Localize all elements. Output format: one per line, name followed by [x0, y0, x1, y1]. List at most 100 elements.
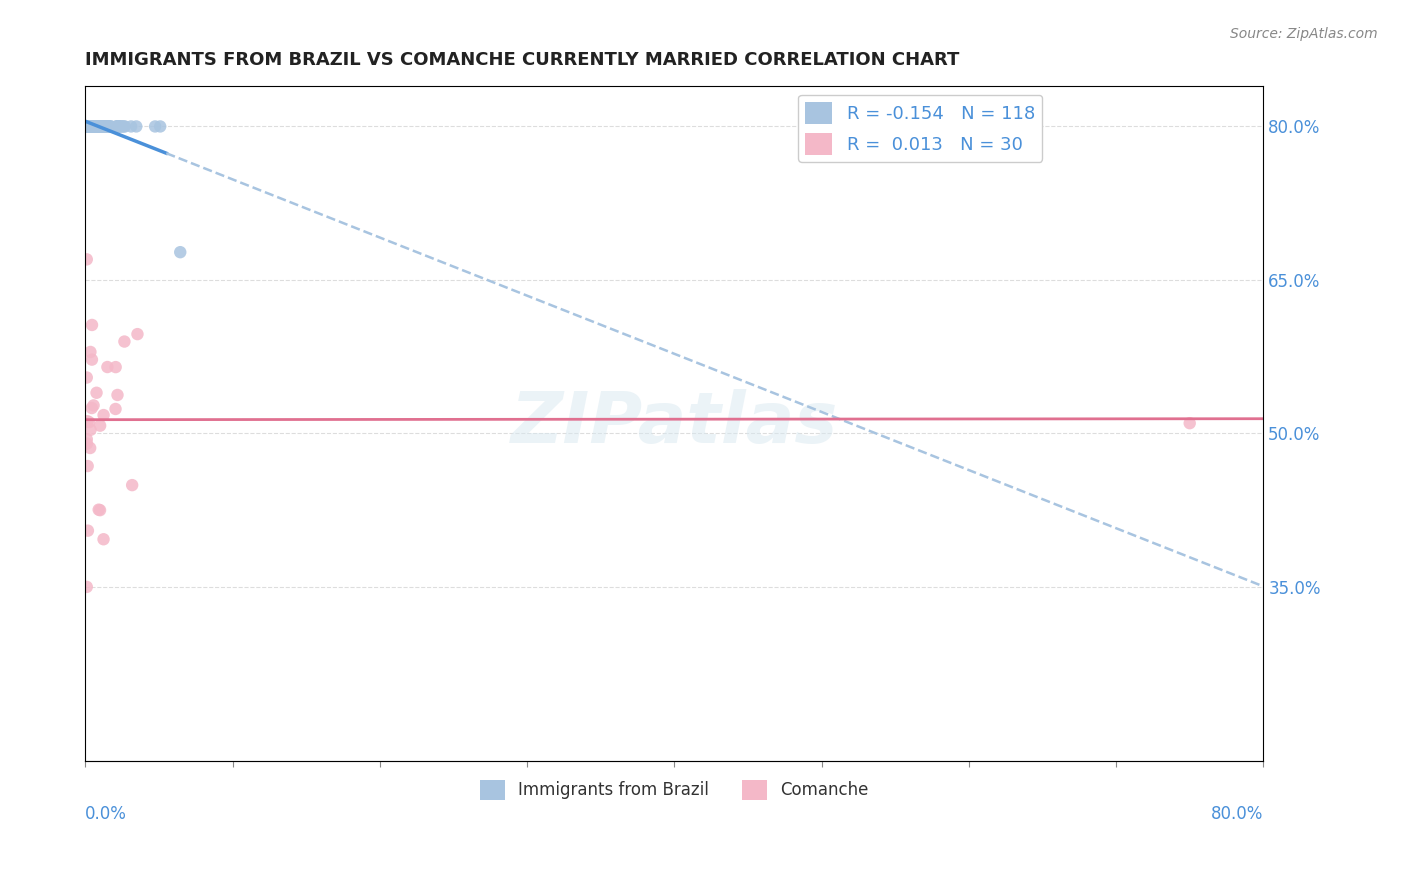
Immigrants from Brazil: [77, 120, 100, 134]
Immigrants from Brazil: [76, 120, 98, 134]
Immigrants from Brazil: [83, 120, 105, 134]
Immigrants from Brazil: [80, 120, 103, 134]
Immigrants from Brazil: [90, 120, 112, 134]
Legend: Immigrants from Brazil, Comanche: Immigrants from Brazil, Comanche: [472, 772, 876, 806]
Comanche: [76, 370, 98, 384]
Immigrants from Brazil: [76, 120, 98, 134]
Immigrants from Brazil: [97, 120, 120, 134]
Immigrants from Brazil: [96, 120, 118, 134]
Immigrants from Brazil: [87, 120, 110, 134]
Immigrants from Brazil: [82, 120, 104, 134]
Immigrants from Brazil: [80, 120, 103, 134]
Immigrants from Brazil: [89, 120, 111, 134]
Immigrants from Brazil: [80, 120, 103, 134]
Immigrants from Brazil: [91, 120, 114, 134]
Immigrants from Brazil: [114, 120, 136, 134]
Immigrants from Brazil: [79, 120, 101, 134]
Immigrants from Brazil: [80, 120, 103, 134]
Immigrants from Brazil: [80, 120, 103, 134]
Immigrants from Brazil: [110, 120, 132, 134]
Immigrants from Brazil: [77, 120, 100, 134]
Immigrants from Brazil: [82, 120, 104, 134]
Immigrants from Brazil: [125, 120, 148, 134]
Immigrants from Brazil: [94, 120, 117, 134]
Immigrants from Brazil: [89, 120, 111, 134]
Immigrants from Brazil: [91, 120, 114, 134]
Immigrants from Brazil: [83, 120, 105, 134]
Immigrants from Brazil: [111, 120, 134, 134]
Comanche: [76, 436, 98, 450]
Immigrants from Brazil: [79, 120, 101, 134]
Immigrants from Brazil: [82, 120, 104, 134]
Comanche: [87, 502, 110, 516]
Immigrants from Brazil: [76, 120, 98, 134]
Immigrants from Brazil: [107, 120, 129, 134]
Immigrants from Brazil: [86, 120, 108, 134]
Text: 0.0%: 0.0%: [86, 805, 127, 822]
Immigrants from Brazil: [91, 120, 114, 134]
Immigrants from Brazil: [94, 120, 117, 134]
Immigrants from Brazil: [89, 120, 111, 134]
Immigrants from Brazil: [94, 120, 117, 134]
Immigrants from Brazil: [76, 120, 98, 134]
Immigrants from Brazil: [84, 120, 107, 134]
Immigrants from Brazil: [83, 120, 105, 134]
Comanche: [89, 503, 111, 517]
Immigrants from Brazil: [82, 120, 104, 134]
Immigrants from Brazil: [96, 120, 118, 134]
Comanche: [89, 418, 111, 433]
Comanche: [80, 352, 103, 367]
Immigrants from Brazil: [83, 120, 105, 134]
Immigrants from Brazil: [107, 120, 129, 134]
Immigrants from Brazil: [93, 120, 115, 134]
Comanche: [93, 408, 115, 422]
Immigrants from Brazil: [83, 120, 105, 134]
Comanche: [107, 388, 129, 402]
Immigrants from Brazil: [100, 120, 122, 134]
Immigrants from Brazil: [112, 120, 135, 134]
Comanche: [93, 533, 115, 547]
Immigrants from Brazil: [80, 120, 103, 134]
Immigrants from Brazil: [97, 120, 120, 134]
Immigrants from Brazil: [143, 120, 166, 134]
Immigrants from Brazil: [83, 120, 105, 134]
Immigrants from Brazil: [77, 120, 100, 134]
Immigrants from Brazil: [89, 120, 111, 134]
Immigrants from Brazil: [105, 120, 128, 134]
Comanche: [127, 327, 149, 342]
Immigrants from Brazil: [91, 120, 114, 134]
Comanche: [76, 252, 98, 267]
Immigrants from Brazil: [97, 120, 120, 134]
Comanche: [83, 399, 105, 413]
Immigrants from Brazil: [94, 120, 117, 134]
Immigrants from Brazil: [90, 120, 112, 134]
Immigrants from Brazil: [83, 120, 105, 134]
Immigrants from Brazil: [82, 120, 104, 134]
Immigrants from Brazil: [97, 120, 120, 134]
Immigrants from Brazil: [86, 120, 108, 134]
Immigrants from Brazil: [82, 120, 104, 134]
Immigrants from Brazil: [90, 120, 112, 134]
Immigrants from Brazil: [120, 120, 142, 134]
Immigrants from Brazil: [96, 120, 118, 134]
Immigrants from Brazil: [82, 120, 104, 134]
Immigrants from Brazil: [89, 120, 111, 134]
Comanche: [80, 401, 103, 415]
Immigrants from Brazil: [77, 120, 100, 134]
Immigrants from Brazil: [83, 120, 105, 134]
Immigrants from Brazil: [98, 120, 121, 134]
Comanche: [121, 478, 143, 492]
Immigrants from Brazil: [82, 120, 104, 134]
Text: ZIPatlas: ZIPatlas: [510, 389, 838, 458]
Comanche: [76, 414, 98, 428]
Comanche: [1178, 416, 1201, 430]
Immigrants from Brazil: [91, 120, 114, 134]
Immigrants from Brazil: [87, 120, 110, 134]
Immigrants from Brazil: [76, 120, 98, 134]
Immigrants from Brazil: [108, 120, 131, 134]
Immigrants from Brazil: [107, 120, 129, 134]
Immigrants from Brazil: [84, 120, 107, 134]
Immigrants from Brazil: [80, 120, 103, 134]
Immigrants from Brazil: [76, 120, 98, 134]
Text: 80.0%: 80.0%: [1211, 805, 1264, 822]
